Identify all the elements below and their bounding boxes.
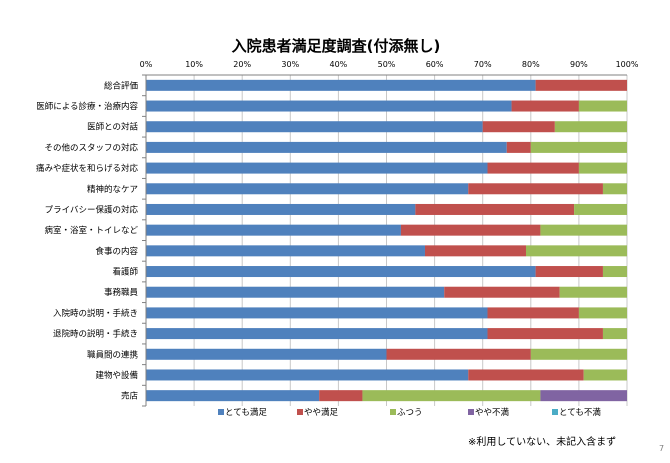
legend: とても満足 やや満足 ふつう やや不満 とても不満	[218, 408, 601, 418]
x-tick-label: 60%	[426, 60, 444, 69]
bar-segment	[468, 369, 584, 381]
bar-segment	[578, 307, 627, 319]
legend-swatch	[552, 409, 558, 415]
bar-segment	[146, 266, 536, 278]
chart-title: 入院患者満足度調査(付添無し)	[232, 37, 441, 55]
bar-segment	[146, 203, 416, 215]
legend-label: ふつう	[397, 408, 423, 418]
category-label: 建物や設備	[95, 370, 138, 381]
x-tick-label: 20%	[233, 60, 251, 69]
bar-segment	[146, 286, 445, 298]
bar-segment	[146, 369, 469, 381]
bar-segment	[540, 390, 627, 402]
category-label: 入院時の説明・手続き	[53, 308, 138, 319]
x-tick-label: 10%	[185, 60, 203, 69]
bar-segment	[602, 183, 627, 195]
x-tick-label: 80%	[522, 60, 540, 69]
x-tick-label: 90%	[570, 60, 588, 69]
bar-segment	[574, 203, 627, 215]
category-label: 売店	[121, 391, 139, 402]
legend-label: とても不満	[559, 408, 601, 418]
bar-segment	[444, 286, 560, 298]
category-label: 総合評価	[104, 80, 139, 91]
category-label: 痛みや症状を和らげる対応	[36, 163, 139, 174]
bar-segment	[146, 141, 507, 153]
footnote: ※利用していない、未記入含まず	[468, 437, 617, 448]
bar-segment	[487, 307, 579, 319]
bar-segment	[535, 79, 627, 91]
bar-segment	[146, 162, 488, 174]
bar-segment	[146, 121, 483, 133]
category-label: その他のスタッフの対応	[44, 142, 138, 153]
category-label: 病室・浴室・トイレなど	[44, 225, 138, 236]
bar-segment	[525, 245, 627, 257]
category-label: 退院時の説明・手続き	[53, 329, 138, 340]
bar-segment	[583, 369, 627, 381]
bar-segment	[146, 224, 401, 236]
bar-segment	[554, 121, 627, 133]
legend-swatch	[297, 409, 303, 415]
bar-segment	[386, 348, 531, 360]
bar-segment	[511, 100, 579, 112]
bar-segment	[424, 245, 526, 257]
x-axis-tick-labels: 0% 10% 20% 30% 40% 50% 60% 70% 80% 90% 100%	[140, 60, 639, 69]
bars	[146, 79, 627, 402]
x-tick-label: 0%	[140, 60, 153, 69]
bar-segment	[487, 328, 603, 340]
legend-label: とても満足	[225, 408, 267, 418]
bar-segment	[146, 328, 488, 340]
category-label: 事務職員	[104, 287, 139, 298]
bar-segment	[530, 348, 627, 360]
category-label: 精神的なケア	[87, 184, 138, 195]
bar-segment	[468, 183, 603, 195]
bar-segment	[487, 162, 579, 174]
bar-segment	[530, 141, 627, 153]
category-label: 食事の内容	[95, 246, 138, 257]
bar-segment	[482, 121, 555, 133]
bar-segment	[146, 307, 488, 319]
bar-segment	[146, 100, 512, 112]
x-tick-label: 30%	[281, 60, 299, 69]
bar-segment	[506, 141, 531, 153]
bar-segment	[319, 390, 363, 402]
legend-label: やや不満	[475, 408, 510, 418]
bar-segment	[415, 203, 575, 215]
category-label: 職員間の連携	[87, 349, 138, 360]
bar-segment	[535, 266, 603, 278]
bar-segment	[578, 162, 627, 174]
category-label: 医師との対話	[87, 122, 138, 133]
bar-segment	[602, 328, 627, 340]
bar-segment	[146, 245, 425, 257]
x-tick-label: 50%	[378, 60, 396, 69]
category-label: 看護師	[112, 267, 138, 278]
bar-segment	[559, 286, 627, 298]
bar-segment	[540, 224, 627, 236]
bar-segment	[146, 348, 387, 360]
bar-segment	[146, 79, 536, 91]
legend-label: やや満足	[304, 408, 339, 418]
legend-swatch	[390, 409, 396, 415]
category-labels: 総合評価医師による診療・治療内容医師との対話その他のスタッフの対応痛みや症状を和…	[36, 80, 139, 401]
legend-swatch	[218, 409, 224, 415]
bar-segment	[400, 224, 541, 236]
bar-segment	[146, 183, 469, 195]
x-tick-label: 40%	[330, 60, 348, 69]
x-tick-label: 70%	[474, 60, 492, 69]
x-tick-label: 100%	[616, 60, 639, 69]
bar-segment	[578, 100, 627, 112]
axes	[142, 74, 627, 407]
category-label: 医師による診療・治療内容	[36, 101, 138, 112]
page-number: 7	[659, 444, 665, 453]
bar-segment	[602, 266, 627, 278]
bar-segment	[146, 390, 320, 402]
bar-segment	[362, 390, 541, 402]
legend-swatch	[468, 409, 474, 415]
category-label: プライバシー保護の対応	[45, 204, 139, 215]
